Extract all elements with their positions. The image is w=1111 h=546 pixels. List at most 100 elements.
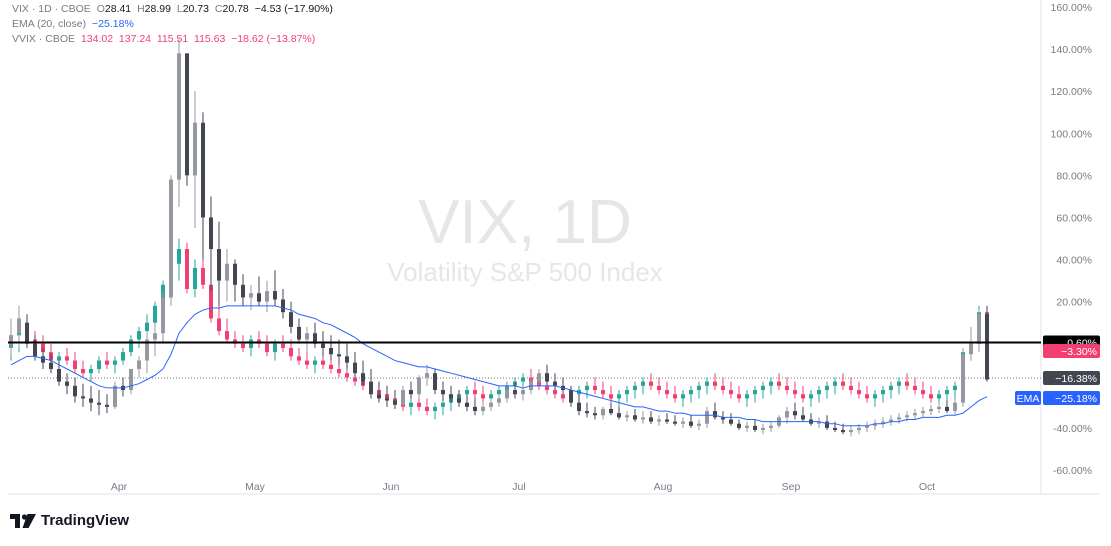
candle-body [697,423,701,426]
candle-body [385,398,389,401]
candle-body [281,343,285,348]
candle-body [73,385,77,397]
tradingview-brand[interactable]: TradingView [10,512,129,529]
candle-body [313,360,317,365]
candle-body [169,179,173,298]
y-tick-label: 20.00% [1056,297,1092,309]
legend-vix-low: L20.73 [177,3,209,15]
x-tick-label: Apr [111,481,128,493]
candle-body [817,421,821,424]
candle-body [881,390,885,395]
candle-body [945,390,949,395]
candle-body [209,217,213,250]
candle-body [233,263,237,285]
candle-body [185,53,189,176]
candle-body [241,343,245,348]
candle-body [569,390,573,403]
price-label-text: −25.18% [1055,393,1097,405]
legend-vvix-values: 134.02 137.24 115.51 115.63 −18.62 (−13.… [80,33,316,45]
candle-body [777,381,781,386]
candle-body [41,343,45,353]
candle-body [17,318,21,334]
x-tick-label: Jul [512,481,525,493]
candle-body [945,406,949,412]
candle-body [409,402,413,407]
candle-body [545,373,549,382]
candle-body [465,390,469,395]
legend-vix-low-value: 20.73 [182,3,209,15]
candle-body [689,390,693,395]
candle-body [217,249,221,281]
candle-body [937,406,941,409]
candle-body [321,343,325,348]
candle-body [985,314,989,380]
candle-body [369,381,373,395]
x-tick-label: May [245,481,266,493]
candle-body [849,385,853,391]
tradingview-logo-icon [10,513,36,528]
candle-body [73,360,77,369]
candle-body [673,421,677,424]
candle-body [457,398,461,403]
candle-body [201,122,205,218]
candle-body [761,427,765,431]
candle-body [513,390,517,395]
candle-body [633,385,637,391]
candle-body [225,331,229,340]
candle-body [329,364,333,369]
candle-body [145,339,149,361]
candle-body [89,398,93,403]
candle-body [841,381,845,386]
candle-body [633,415,637,420]
candle-body [49,362,53,369]
candle-body [161,297,165,334]
candle-body [257,293,261,302]
candle-body [641,381,645,386]
candle-body [681,421,685,424]
candle-body [881,421,885,424]
candle-body [241,284,245,298]
candle-body [441,390,445,395]
candle-body [737,394,741,399]
legend-vix-low-label: L [176,3,183,15]
candle-body [305,360,309,365]
candle-body [873,423,877,426]
candle-body [177,249,181,264]
price-label-name: EMA [1017,393,1040,405]
candle-body [81,396,85,399]
candle-body [345,373,349,378]
candle-body [97,360,101,369]
legend-vix-open: O28.41 [97,3,131,15]
candle-body [417,377,421,395]
candle-body [481,406,485,412]
candle-body [497,398,501,403]
candle-body [449,394,453,399]
y-tick-label: 60.00% [1056,212,1092,224]
candle-body [905,415,909,418]
candle-body [657,385,661,391]
candle-body [289,312,293,327]
legend-vix-close-label: C [214,3,223,15]
x-tick-label: Sep [782,481,801,493]
candle-body [265,343,269,353]
candle-body [345,356,349,363]
price-label-box [1043,371,1100,385]
legend-vix-change: −4.53 (−17.90%) [254,3,333,15]
candle-body [969,343,973,355]
candle-body [561,394,565,399]
candle-body [601,408,605,416]
candle-body [505,390,509,399]
candle-body [825,385,829,391]
candle-body [417,402,421,407]
x-tick-label: Aug [654,481,673,493]
candle-body [321,360,325,365]
candle-body [273,343,277,353]
candle-body [721,417,725,420]
legend-vix-high-value: 28.99 [144,3,171,15]
candle-body [825,421,829,428]
legend-vix-close-value: 20.78 [222,3,249,15]
candle-body [481,394,485,399]
candle-body [145,322,149,332]
candle-body [185,249,189,290]
